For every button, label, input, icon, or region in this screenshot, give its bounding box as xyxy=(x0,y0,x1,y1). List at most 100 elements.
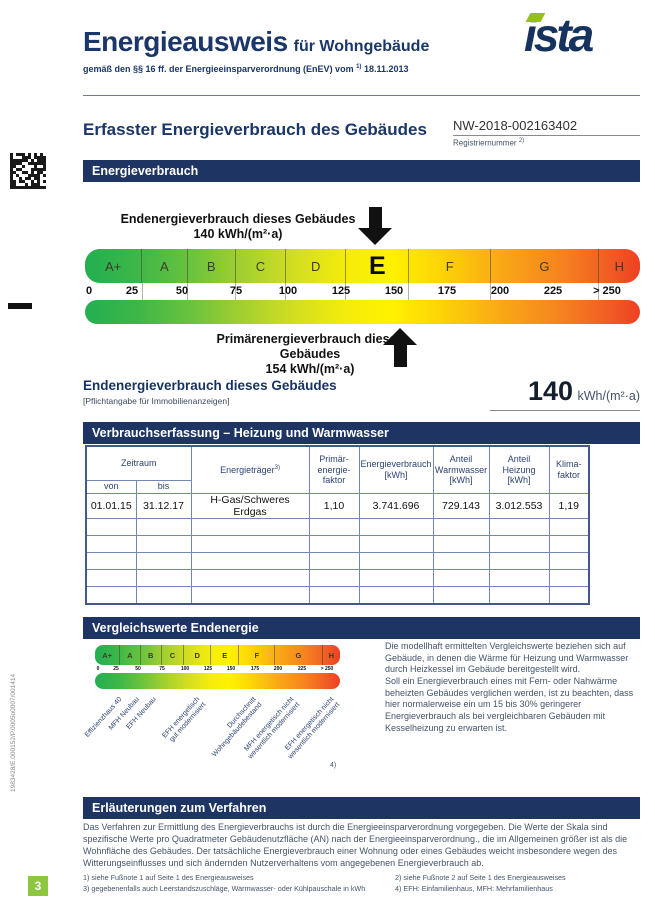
cell-energieverbrauch: 3.741.696 xyxy=(358,492,434,519)
summary-title: Endenergieverbrauch dieses Gebäudes xyxy=(83,378,337,393)
method-paragraph: Das Verfahren zur Ermittlung des Energie… xyxy=(83,822,628,868)
tick-75: 75 xyxy=(229,285,243,297)
section-banner-vergleichswerte: Vergleichswerte Endenergie xyxy=(83,617,640,639)
footnotes-left-column: 1) siehe Fußnote 1 auf Seite 1 des Energ… xyxy=(83,872,395,894)
ista-logo: ista xyxy=(524,12,644,64)
end-energy-summary: Endenergieverbrauch dieses Gebäudes [Pfl… xyxy=(83,378,443,406)
primary-energy-marker-arrow-icon xyxy=(383,328,417,367)
registration-block: NW-2018-002163402 Registriernummer 2) xyxy=(453,118,640,148)
tick-125: 125 xyxy=(331,285,351,297)
table-empty-row xyxy=(85,517,590,536)
cmp-band-e: E xyxy=(211,645,240,665)
energy-scale-ticks: 0 25 50 75 100 125 150 175 200 225 > 250 xyxy=(85,283,640,300)
col-subheader-von: von xyxy=(85,479,137,494)
comparison-scale: A+ A B C D E F G H 0 25 50 75 100 125 15… xyxy=(95,645,340,689)
band-e-selected: E xyxy=(346,249,410,283)
cmp-band-f: F xyxy=(239,645,276,665)
end-energy-marker-arrow-icon xyxy=(358,207,392,245)
band-a-plus: A+ xyxy=(85,249,143,283)
cmp-tick: 100 xyxy=(180,666,190,672)
summary-value: 140 xyxy=(527,376,574,406)
consumption-table: Zeitraum Energieträger3) Primär- energie… xyxy=(85,445,591,605)
energietraeger-footnote-ref: 3) xyxy=(274,464,280,471)
energietraeger-text: Energieträger xyxy=(220,464,275,475)
document-subtitle: gemäß den §§ 16 ff. der Energieeinsparve… xyxy=(83,64,503,74)
comparison-text: Die modellhaft ermittelten Vergleichswer… xyxy=(385,641,643,735)
footnote-2: 2) siehe Fußnote 2 auf Seite 1 des Energ… xyxy=(395,873,566,882)
table-empty-row xyxy=(85,568,590,587)
footnote-4: 4) EFH: Einfamilienhaus, MFH: Mehrfamili… xyxy=(395,884,553,894)
cmp-band-d: D xyxy=(184,645,212,665)
tick-250plus: > 250 xyxy=(593,285,621,297)
band-g: G xyxy=(491,249,599,283)
print-side-code: 1983428/E.000152/P.0005o0007/001414 xyxy=(10,673,17,792)
compare-footnote-ref: 4) xyxy=(330,762,337,769)
cmp-band-c: C xyxy=(162,645,185,665)
tick-50: 50 xyxy=(175,285,189,297)
registration-mark-dash xyxy=(8,303,32,309)
document-title-suffix: für Wohngebäude xyxy=(293,38,430,55)
footnotes-right-column: 2) siehe Fußnote 2 auf Seite 1 des Energ… xyxy=(395,872,640,894)
summary-note: [Pflichtangabe für Immobilienanzeigen] xyxy=(83,396,230,406)
primary-energy-label-line2: 154 kWh/(m²·a) xyxy=(265,362,355,376)
subtitle-footnote-ref: 1) xyxy=(356,64,362,70)
comparison-scale-bands: A+ A B C D E F G H xyxy=(95,645,340,665)
col-header-primaerfaktor: Primär- energie- faktor xyxy=(308,445,360,494)
end-energy-label-line1: Endenergieverbrauch dieses Gebäudes xyxy=(120,212,356,226)
footnote-3: 3) gegebenenfalls auch Leerstandszuschlä… xyxy=(83,884,366,894)
primary-energy-arrow-label: Primärenergieverbrauch dieses Gebäudes 1… xyxy=(185,332,435,377)
cmp-tick: 225 xyxy=(297,666,307,672)
band-c: C xyxy=(236,249,287,283)
table-empty-row xyxy=(85,534,590,553)
cmp-tick: 150 xyxy=(226,666,236,672)
cell-energietraeger: H-Gas/Schweres Erdgas xyxy=(190,492,310,519)
comparison-gradient-bar xyxy=(95,673,340,689)
section-banner-energieverbrauch: Energieverbrauch xyxy=(83,160,640,182)
header-divider xyxy=(83,95,640,96)
end-energy-label-line2: 140 kWh/(m²·a) xyxy=(193,227,283,241)
energy-scale-bands: A+ A B C D E F G H xyxy=(85,249,640,283)
cmp-band-a-plus: A+ xyxy=(95,645,121,665)
subtitle-text: gemäß den §§ 16 ff. der Energieeinsparve… xyxy=(83,64,354,74)
cmp-band-b: B xyxy=(141,645,162,665)
cmp-tick: > 250 xyxy=(320,666,334,672)
footnote-1: 1) siehe Fußnote 1 auf Seite 1 des Energ… xyxy=(83,873,254,882)
page-number-badge: 3 xyxy=(28,876,48,896)
end-energy-arrow-label: Endenergieverbrauch dieses Gebäudes 140 … xyxy=(118,212,358,242)
cell-bis: 31.12.17 xyxy=(135,492,192,519)
page-title: Erfasster Energieverbrauch des Gebäudes xyxy=(83,120,427,139)
tick-0: 0 xyxy=(85,285,93,297)
col-header-anteil-heizung: Anteil Heizung [kWh] xyxy=(488,445,550,494)
cell-von: 01.01.15 xyxy=(85,492,137,519)
registration-label: Registriernummer 2) xyxy=(453,138,640,148)
table-empty-row xyxy=(85,585,590,604)
footnotes: 1) siehe Fußnote 1 auf Seite 1 des Energ… xyxy=(83,872,640,894)
cell-anteil-heizung: 3.012.553 xyxy=(488,492,550,519)
primary-energy-label-line1: Primärenergieverbrauch dieses Gebäudes xyxy=(216,332,404,361)
band-f: F xyxy=(409,249,492,283)
cmp-tick: 200 xyxy=(273,666,283,672)
tick-25: 25 xyxy=(125,285,139,297)
band-b: B xyxy=(188,249,236,283)
tick-175: 175 xyxy=(437,285,457,297)
col-subheader-bis: bis xyxy=(135,479,192,494)
summary-unit: kWh/(m²·a) xyxy=(577,389,641,403)
cell-primaerfaktor: 1,10 xyxy=(308,492,360,519)
cmp-tick: 125 xyxy=(203,666,213,672)
energy-scale: A+ A B C D E F G H 0 25 50 75 100 125 15… xyxy=(85,249,640,324)
document-header: Energieausweis für Wohngebäude gemäß den … xyxy=(83,26,503,74)
col-header-energieverbrauch: Energieverbrauch [kWh] xyxy=(358,445,434,494)
section-banner-erlaeuterungen: Erläuterungen zum Verfahren xyxy=(83,797,640,819)
cmp-tick: 175 xyxy=(250,666,260,672)
primary-energy-gradient-bar xyxy=(85,300,640,324)
col-header-anteil-warmwasser: Anteil Warmwasser [kWh] xyxy=(432,445,490,494)
tick-225: 225 xyxy=(543,285,563,297)
band-a: A xyxy=(142,249,188,283)
col-header-energietraeger: Energieträger3) xyxy=(190,445,310,494)
subtitle-date: 18.11.2013 xyxy=(363,64,409,74)
datamatrix-icon xyxy=(10,153,46,189)
cmp-tick: 25 xyxy=(113,666,119,672)
registration-footnote-ref: 2) xyxy=(518,138,525,144)
cmp-band-h: H xyxy=(328,650,334,660)
